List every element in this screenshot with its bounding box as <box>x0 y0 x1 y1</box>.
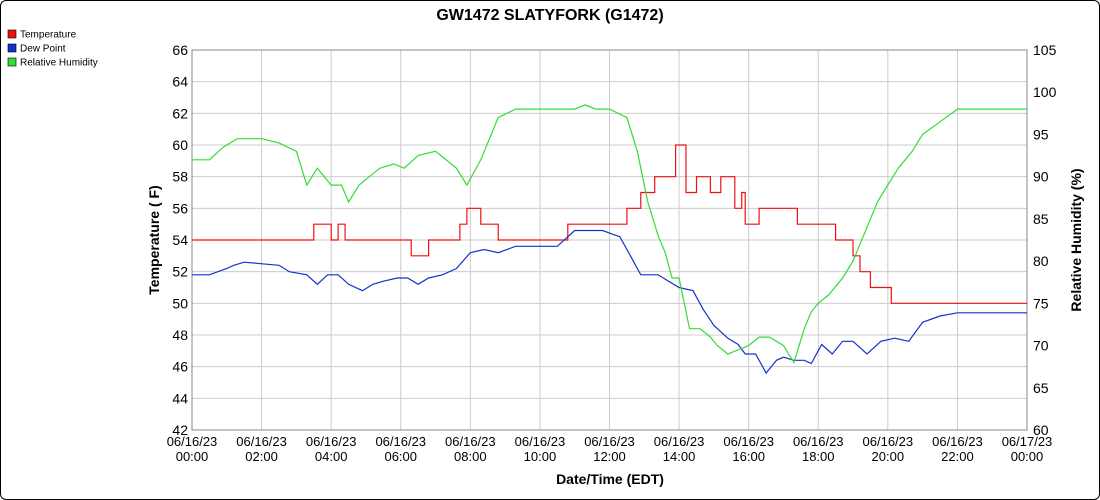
x-tick-time: 04:00 <box>315 449 348 464</box>
x-tick-label: 06/16/23 02:00 <box>236 434 287 464</box>
x-tick-date: 06/16/23 <box>306 434 357 449</box>
x-tick-time: 10:00 <box>524 449 557 464</box>
legend-swatch-relative-humidity <box>7 57 17 67</box>
y-tick-label: 66 <box>172 42 188 58</box>
series-line-dew-point <box>192 229 1027 375</box>
x-tick-label: 06/16/23 18:00 <box>793 434 844 464</box>
x-tick-time: 06:00 <box>384 449 417 464</box>
x-tick-label: 06/16/23 22:00 <box>932 434 983 464</box>
y2-tick-label: 75 <box>1033 295 1049 311</box>
y-tick-label: 56 <box>172 200 188 216</box>
y2-tick-label: 80 <box>1033 253 1049 269</box>
x-tick-date: 06/17/23 <box>1002 434 1053 449</box>
x-tick-date: 06/16/23 <box>584 434 635 449</box>
gridlines <box>191 49 1028 431</box>
y-tick-label: 50 <box>172 295 188 311</box>
legend: Temperature Dew Point Relative Humidity <box>7 29 98 69</box>
legend-swatch-temperature <box>7 29 17 39</box>
x-tick-date: 06/16/23 <box>793 434 844 449</box>
y-tick-label: 48 <box>172 327 188 343</box>
legend-label-dew-point: Dew Point <box>20 44 66 55</box>
legend-swatch-dew-point <box>7 43 17 53</box>
y2-tick-label: 85 <box>1033 211 1049 227</box>
x-tick-time: 16:00 <box>732 449 765 464</box>
y-tick-label: 60 <box>172 137 188 153</box>
y-axis-label: Temperature ( F) <box>146 185 162 294</box>
x-tick-date: 06/16/23 <box>932 434 983 449</box>
x-tick-label: 06/16/23 12:00 <box>584 434 635 464</box>
y-tick-label: 42 <box>172 422 188 438</box>
x-tick-time: 22:00 <box>941 449 974 464</box>
x-tick-time: 00:00 <box>1011 449 1044 464</box>
y2-tick-label: 95 <box>1033 126 1049 142</box>
x-tick-time: 20:00 <box>872 449 905 464</box>
y2-tick-label: 60 <box>1033 422 1049 438</box>
y-tick-label: 52 <box>172 264 188 280</box>
x-tick-date: 06/16/23 <box>863 434 914 449</box>
y-tick-label: 62 <box>172 105 188 121</box>
y-axis-right: 60 65 70 75 80 85 90 95 100 105 <box>1033 42 1057 438</box>
x-tick-date: 06/16/23 <box>167 434 218 449</box>
legend-label-relative-humidity: Relative Humidity <box>20 58 98 69</box>
x-tick-date: 06/16/23 <box>236 434 287 449</box>
y-tick-label: 54 <box>172 232 188 248</box>
x-tick-label: 06/16/23 20:00 <box>863 434 914 464</box>
x-tick-label: 06/16/23 00:00 <box>167 434 218 464</box>
y2-tick-label: 70 <box>1033 338 1049 354</box>
chart-title: GW1472 SLATYFORK (G1472) <box>436 7 663 24</box>
y2-tick-label: 65 <box>1033 380 1049 396</box>
x-tick-label: 06/16/23 10:00 <box>515 434 566 464</box>
x-tick-date: 06/16/23 <box>375 434 426 449</box>
y2-tick-label: 105 <box>1033 42 1057 58</box>
x-tick-date: 06/16/23 <box>723 434 774 449</box>
x-tick-date: 06/16/23 <box>445 434 496 449</box>
series-line-relative-humidity <box>192 104 1027 364</box>
x-tick-time: 02:00 <box>245 449 278 464</box>
x-tick-date: 06/16/23 <box>654 434 705 449</box>
x-tick-time: 00:00 <box>176 449 209 464</box>
y-tick-label: 46 <box>172 359 188 375</box>
y2-tick-label: 100 <box>1033 84 1057 100</box>
x-tick-time: 14:00 <box>663 449 696 464</box>
y-tick-label: 44 <box>172 390 188 406</box>
x-tick-label: 06/16/23 14:00 <box>654 434 705 464</box>
x-tick-time: 08:00 <box>454 449 487 464</box>
y2-tick-label: 90 <box>1033 169 1049 185</box>
series-line-temperature <box>192 144 1027 304</box>
y-tick-label: 64 <box>172 74 188 90</box>
x-tick-time: 18:00 <box>802 449 835 464</box>
x-tick-label: 06/16/23 08:00 <box>445 434 496 464</box>
x-axis-label: Date/Time (EDT) <box>556 471 664 487</box>
x-tick-label: 06/16/23 06:00 <box>375 434 426 464</box>
x-tick-label: 06/16/23 04:00 <box>306 434 357 464</box>
series-lines <box>192 104 1027 375</box>
x-tick-label: 06/17/23 00:00 <box>1002 434 1053 464</box>
legend-label-temperature: Temperature <box>20 30 77 41</box>
x-tick-date: 06/16/23 <box>515 434 566 449</box>
x-tick-label: 06/16/23 16:00 <box>723 434 774 464</box>
y-axis-left: 42 44 46 48 50 52 54 56 58 60 62 64 66 <box>172 42 188 438</box>
x-tick-time: 12:00 <box>593 449 626 464</box>
y-tick-label: 58 <box>172 169 188 185</box>
y2-axis-label: Relative Humidity (%) <box>1068 168 1084 311</box>
